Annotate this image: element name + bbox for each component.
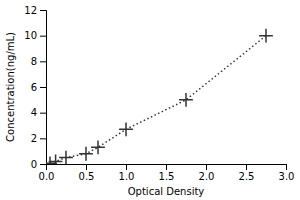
y-axis-title: Concentration(ng/mL) (5, 32, 16, 142)
marker (119, 122, 133, 136)
tick: 1.5 (159, 164, 175, 182)
tick-mark (40, 10, 46, 11)
tick-label: 4 (31, 107, 37, 118)
axis-line (47, 165, 287, 171)
tick-mark (40, 36, 46, 37)
y-axis: 0 2 4 6 8 10 12 (24, 5, 46, 170)
marker (259, 29, 273, 43)
tick: 6 (31, 82, 46, 93)
tick-mark (40, 164, 46, 165)
marker (59, 151, 73, 164)
marker (79, 147, 93, 161)
tick: 8 (31, 56, 46, 67)
tick: 4 (31, 107, 46, 118)
tick-label: 0.5 (79, 171, 95, 182)
tick: 2.0 (199, 164, 215, 182)
tick: 2.5 (239, 164, 255, 182)
tick-mark (86, 164, 87, 170)
tick: 1.0 (119, 164, 135, 182)
tick-label: 0 (31, 159, 37, 170)
tick-label: 3.0 (279, 171, 295, 182)
tick-label: 2.5 (239, 171, 255, 182)
tick-mark (126, 164, 127, 170)
tick: 12 (24, 5, 46, 16)
tick-label: 10 (24, 30, 37, 41)
tick: 2 (31, 133, 46, 144)
tick-label: 2.0 (199, 171, 215, 182)
tick-mark (40, 87, 46, 88)
tick-mark (286, 164, 287, 170)
tick: 3.0 (279, 164, 295, 182)
x-axis: 0.0 0.5 1.0 1.5 2.0 2.5 3.0 (39, 164, 295, 182)
tick: 0.0 (39, 164, 55, 182)
tick: 0.5 (79, 164, 95, 182)
tick-label: 8 (31, 56, 37, 67)
line (50, 36, 266, 164)
tick-mark (166, 164, 167, 170)
tick-mark (40, 61, 46, 62)
x-axis-title: Optical Density (128, 186, 205, 197)
tick-mark (40, 113, 46, 114)
tick-mark (246, 164, 247, 170)
tick-mark (206, 164, 207, 170)
tick: 0 (31, 159, 46, 170)
marker (179, 93, 193, 107)
plot-area: 0.0 0.5 1.0 1.5 2.0 2.5 3.0 0 2 4 6 8 10 12 (24, 5, 294, 182)
series (46, 29, 273, 164)
marker (49, 155, 63, 164)
marker (91, 140, 105, 154)
axis-line (40, 11, 47, 165)
tick-label: 0.0 (39, 171, 55, 182)
tick-label: 1.5 (159, 171, 175, 182)
tick-label: 12 (24, 5, 37, 16)
tick-label: 6 (31, 82, 37, 93)
chart: 0.0 0.5 1.0 1.5 2.0 2.5 3.0 0 2 4 6 8 10 12 Optical De… (0, 0, 300, 200)
tick: 10 (24, 30, 46, 41)
tick-mark (40, 138, 46, 139)
tick-label: 2 (31, 133, 37, 144)
tick-label: 1.0 (119, 171, 135, 182)
